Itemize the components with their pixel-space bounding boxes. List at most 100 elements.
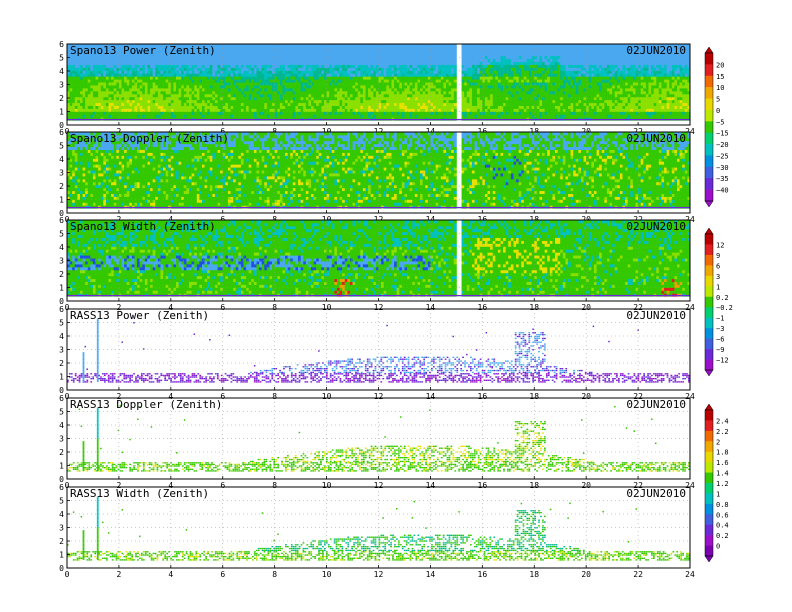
heatmap-cell bbox=[114, 111, 117, 114]
heatmap-cell bbox=[506, 106, 509, 109]
heatmap-cell bbox=[212, 79, 215, 82]
heatmap-cell bbox=[280, 85, 283, 88]
heatmap-cell bbox=[134, 62, 137, 65]
heatmap-cell bbox=[389, 94, 392, 97]
heatmap-cell bbox=[264, 65, 267, 68]
heatmap-cell bbox=[368, 85, 371, 88]
heatmap-cell bbox=[469, 106, 472, 109]
heatmap-cell bbox=[485, 91, 488, 94]
heatmap-cell bbox=[516, 53, 519, 56]
heatmap-cell bbox=[83, 111, 86, 114]
heatmap-cell bbox=[241, 53, 244, 56]
heatmap-cell bbox=[153, 59, 156, 62]
heatmap-cell bbox=[184, 109, 187, 112]
heatmap-cell bbox=[332, 100, 335, 103]
heatmap-cell bbox=[353, 88, 356, 91]
heatmap-cell bbox=[358, 97, 361, 100]
heatmap-cell bbox=[166, 85, 169, 88]
heatmap-cell bbox=[205, 65, 208, 68]
heatmap-cell bbox=[132, 70, 135, 73]
heatmap-cell bbox=[179, 88, 182, 91]
heatmap-cell bbox=[155, 106, 158, 109]
heatmap-cell bbox=[75, 114, 78, 117]
heatmap-cell bbox=[498, 50, 501, 53]
heatmap-cell bbox=[342, 82, 345, 85]
heatmap-cell bbox=[410, 85, 413, 88]
heatmap-cell bbox=[280, 88, 283, 91]
heatmap-cell bbox=[472, 91, 475, 94]
heatmap-cell bbox=[111, 76, 114, 79]
heatmap-cell bbox=[371, 62, 374, 65]
heatmap-cell bbox=[129, 73, 132, 76]
heatmap-cell bbox=[366, 67, 369, 70]
heatmap-cell bbox=[106, 82, 109, 85]
heatmap-cell bbox=[80, 103, 83, 106]
heatmap-cell bbox=[454, 106, 457, 109]
heatmap-cell bbox=[568, 114, 571, 117]
heatmap-cell bbox=[503, 94, 506, 97]
heatmap-cell bbox=[166, 100, 169, 103]
heatmap-cell bbox=[88, 59, 91, 62]
heatmap-cell bbox=[77, 62, 80, 65]
heatmap-cell bbox=[218, 79, 221, 82]
heatmap-cell bbox=[342, 100, 345, 103]
heatmap-cell bbox=[443, 103, 446, 106]
heatmap-cell bbox=[407, 73, 410, 76]
heatmap-cell bbox=[319, 106, 322, 109]
heatmap-cell bbox=[119, 59, 122, 62]
heatmap-cell bbox=[521, 100, 524, 103]
heatmap-cell bbox=[98, 100, 101, 103]
heatmap-cell bbox=[176, 76, 179, 79]
heatmap-cell bbox=[565, 47, 568, 50]
heatmap-cell bbox=[194, 73, 197, 76]
heatmap-cell bbox=[475, 111, 478, 114]
heatmap-cell bbox=[303, 82, 306, 85]
heatmap-cell bbox=[106, 67, 109, 70]
heatmap-cell bbox=[417, 82, 420, 85]
heatmap-cell bbox=[114, 76, 117, 79]
heatmap-cell bbox=[184, 85, 187, 88]
heatmap-cell bbox=[376, 109, 379, 112]
heatmap-cell bbox=[430, 50, 433, 53]
heatmap-cell bbox=[402, 114, 405, 117]
heatmap-cell bbox=[129, 103, 132, 106]
heatmap-cell bbox=[524, 114, 527, 117]
heatmap-cell bbox=[173, 106, 176, 109]
heatmap-cell bbox=[140, 79, 143, 82]
heatmap-cell bbox=[389, 106, 392, 109]
heatmap-cell bbox=[228, 88, 231, 91]
heatmap-cell bbox=[173, 85, 176, 88]
heatmap-cell bbox=[285, 76, 288, 79]
heatmap-cell bbox=[173, 82, 176, 85]
heatmap-cell bbox=[155, 65, 158, 68]
heatmap-cell bbox=[251, 65, 254, 68]
heatmap-cell bbox=[223, 47, 226, 50]
heatmap-cell bbox=[176, 111, 179, 114]
heatmap-cell bbox=[155, 59, 158, 62]
heatmap-cell bbox=[534, 82, 537, 85]
heatmap-cell bbox=[451, 103, 454, 106]
heatmap-cell bbox=[534, 114, 537, 117]
heatmap-cell bbox=[106, 76, 109, 79]
heatmap-cell bbox=[264, 109, 267, 112]
heatmap-cell bbox=[153, 111, 156, 114]
heatmap-cell bbox=[88, 79, 91, 82]
heatmap-cell bbox=[249, 79, 252, 82]
heatmap-cell bbox=[288, 53, 291, 56]
heatmap-cell bbox=[186, 103, 189, 106]
heatmap-cell bbox=[186, 76, 189, 79]
heatmap-cell bbox=[506, 114, 509, 117]
heatmap-cell bbox=[147, 103, 150, 106]
heatmap-cell bbox=[184, 70, 187, 73]
heatmap-cell bbox=[147, 111, 150, 114]
heatmap-cell bbox=[399, 65, 402, 68]
heatmap-cell bbox=[539, 100, 542, 103]
heatmap-cell bbox=[397, 91, 400, 94]
heatmap-cell bbox=[360, 97, 363, 100]
heatmap-cell bbox=[542, 100, 545, 103]
heatmap-cell bbox=[114, 65, 117, 68]
heatmap-cell bbox=[77, 82, 80, 85]
heatmap-cell bbox=[332, 91, 335, 94]
heatmap-cell bbox=[277, 67, 280, 70]
heatmap-cell bbox=[511, 53, 514, 56]
